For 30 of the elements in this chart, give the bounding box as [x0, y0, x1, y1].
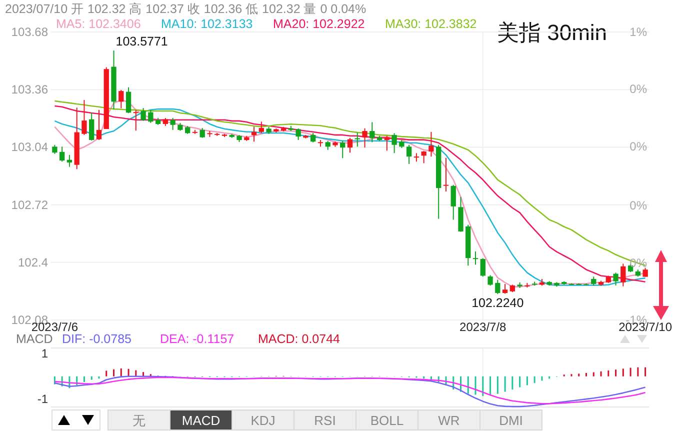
y2-tick-label: 0%	[630, 198, 648, 213]
y-tick-label: 103.68	[11, 25, 48, 39]
text: MA30: 102.3832	[385, 17, 477, 31]
y2-tick-label: 0%	[630, 139, 648, 154]
chart-title: MACD	[16, 332, 53, 346]
text: WR	[438, 413, 460, 428]
text: MACD	[182, 413, 220, 428]
x-tick-label: 2023/7/8	[460, 320, 507, 334]
text: 2023/07/10 开 102.32 高 102.37 收 102.36 低 102.32 量 0 0.04%	[5, 1, 366, 16]
y2-tick-label: 0%	[630, 82, 648, 96]
text: 102.2240	[472, 296, 524, 310]
y2-tick-label: 1%	[630, 25, 648, 39]
text: MA5: 102.3406	[56, 17, 141, 31]
y-tick-label: 103.04	[11, 140, 48, 154]
y-tick-label: -1	[37, 392, 48, 406]
text: DIF: -0.0785	[62, 332, 132, 346]
y-tick-label: 102.4	[18, 255, 48, 270]
text: MACD: 0.0744	[258, 332, 340, 346]
y-tick-label: 103.36	[11, 82, 48, 97]
y-tick-label: 102.72	[11, 198, 48, 212]
text: 103.5771	[116, 34, 168, 49]
text: KDJ	[250, 413, 276, 428]
text: RSI	[314, 413, 336, 428]
text: DEA: -0.1157	[160, 332, 234, 346]
text: DMI	[499, 413, 523, 428]
y-tick-label: 1	[41, 346, 48, 361]
text: MA20: 102.2922	[273, 17, 365, 31]
text: BOLL	[370, 413, 404, 428]
text: 无	[132, 413, 146, 428]
text: MA10: 102.3133	[161, 17, 253, 31]
